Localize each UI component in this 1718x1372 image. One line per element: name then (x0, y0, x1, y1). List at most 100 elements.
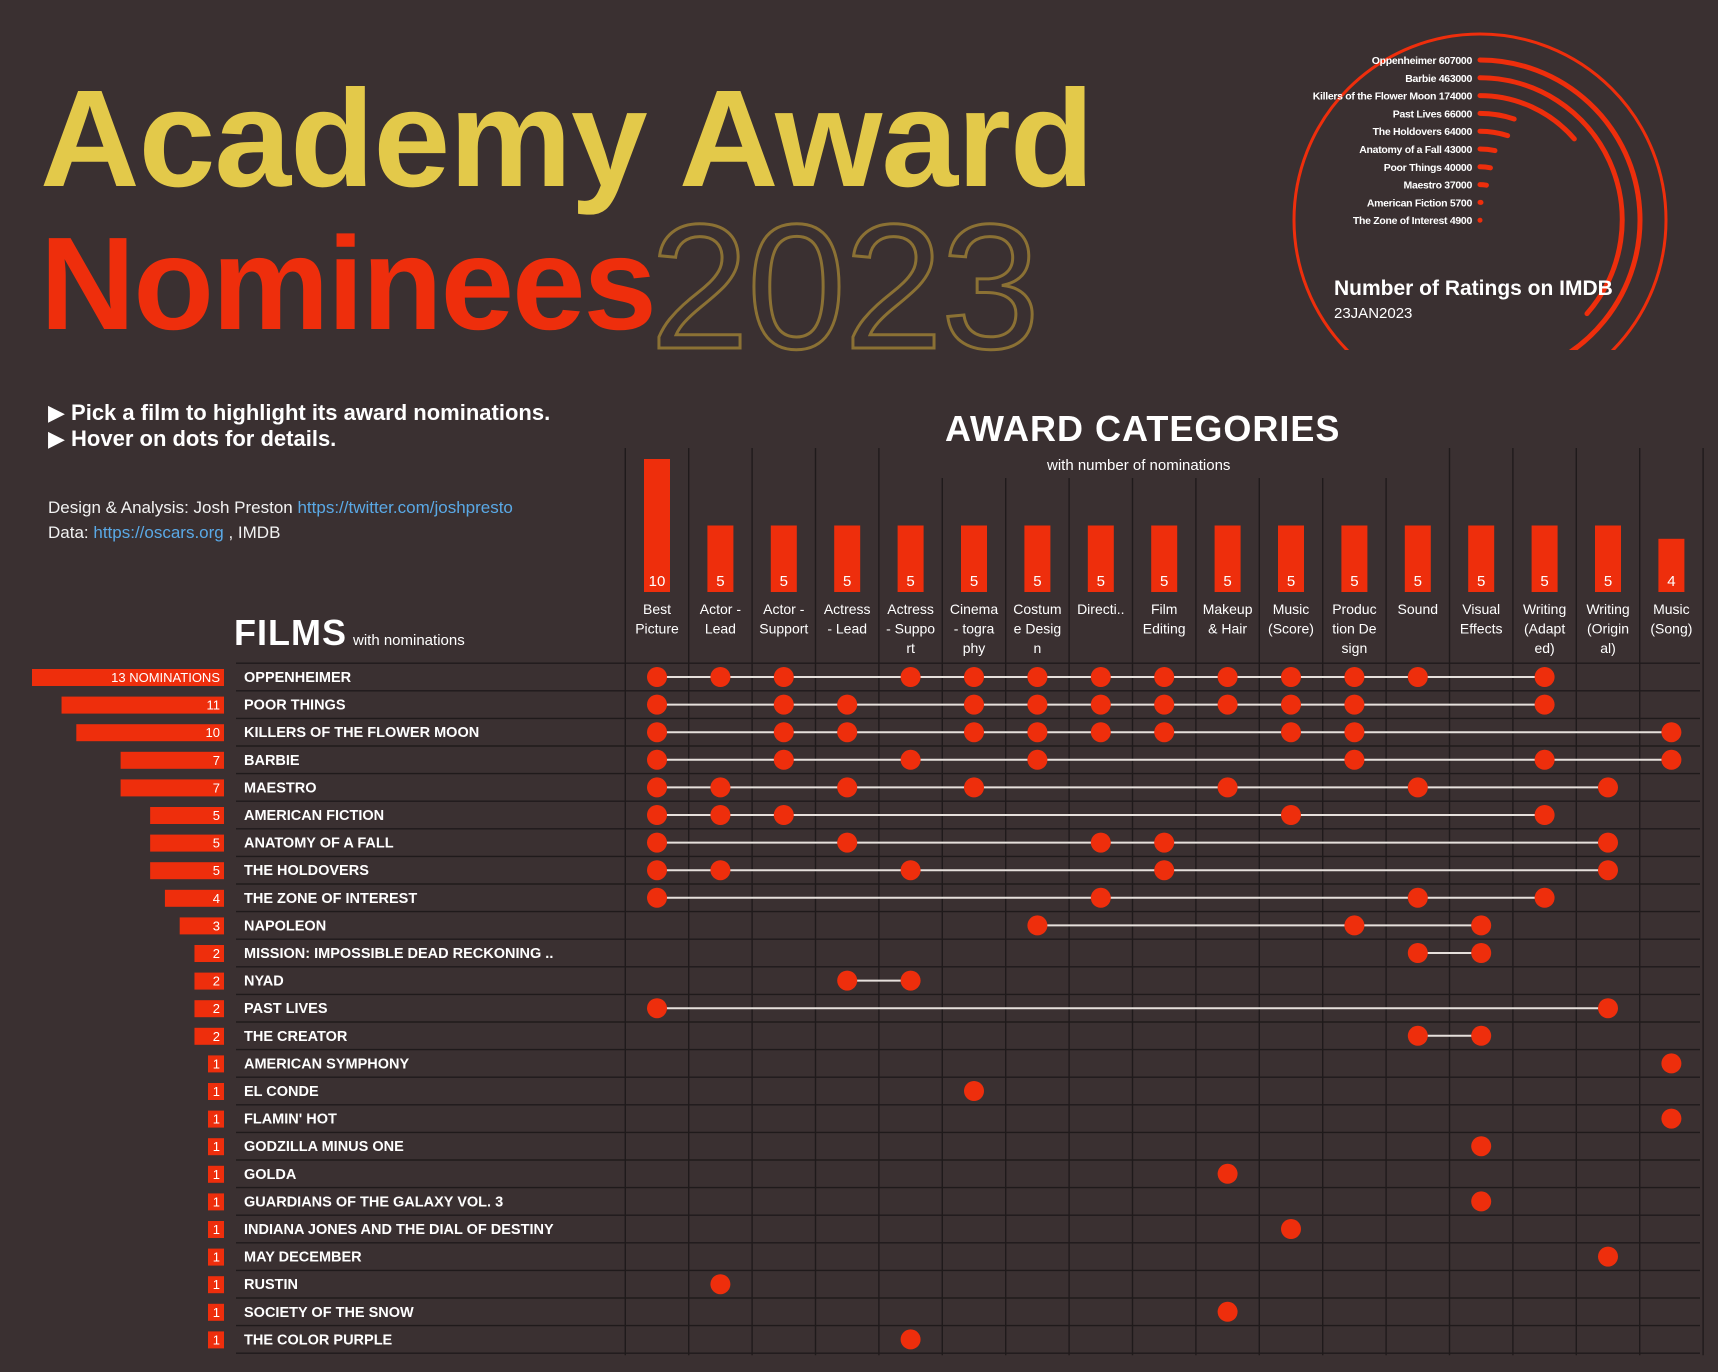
category-bar[interactable] (1405, 526, 1431, 593)
nomination-dot[interactable] (1408, 1026, 1428, 1046)
film-count-bar[interactable] (208, 1221, 224, 1238)
nomination-dot[interactable] (710, 1274, 730, 1294)
film-count-bar[interactable] (208, 1276, 224, 1293)
nomination-dot[interactable] (1471, 1136, 1491, 1156)
nomination-dot[interactable] (774, 667, 794, 687)
nomination-dot[interactable] (964, 777, 984, 797)
film-name[interactable]: NYAD (244, 974, 284, 990)
film-count-bar[interactable] (32, 669, 224, 686)
nomination-dot[interactable] (647, 722, 667, 742)
nomination-dot[interactable] (1661, 750, 1681, 770)
nomination-dot[interactable] (710, 860, 730, 880)
nomination-dot[interactable] (1598, 1247, 1618, 1267)
film-count-bar[interactable] (208, 1166, 224, 1183)
nomination-dot[interactable] (1281, 1219, 1301, 1239)
ratings-arc[interactable] (1480, 167, 1490, 168)
film-name[interactable]: MAESTRO (244, 780, 317, 796)
nomination-dot[interactable] (901, 1329, 921, 1349)
nomination-dot[interactable] (837, 695, 857, 715)
nomination-dot[interactable] (1027, 722, 1047, 742)
film-count-bar[interactable] (194, 945, 224, 962)
film-count-bar[interactable] (150, 835, 224, 852)
nomination-dot[interactable] (1661, 1053, 1681, 1073)
film-count-bar[interactable] (121, 752, 224, 769)
film-count-bar[interactable] (208, 1083, 224, 1100)
nomination-dot[interactable] (774, 750, 794, 770)
nomination-dot[interactable] (1408, 943, 1428, 963)
nomination-dot[interactable] (1281, 722, 1301, 742)
nomination-dot[interactable] (1344, 722, 1364, 742)
film-count-bar[interactable] (208, 1111, 224, 1128)
category-bar[interactable] (707, 526, 733, 593)
nomination-dot[interactable] (1471, 1191, 1491, 1211)
category-bar[interactable] (1215, 526, 1241, 593)
film-count-bar[interactable] (62, 697, 224, 714)
film-name[interactable]: THE HOLDOVERS (244, 863, 369, 879)
nomination-dot[interactable] (647, 695, 667, 715)
film-count-bar[interactable] (208, 1304, 224, 1321)
film-count-bar[interactable] (165, 890, 224, 907)
nomination-dot[interactable] (1154, 833, 1174, 853)
ratings-arc[interactable] (1480, 131, 1508, 135)
nomination-dot[interactable] (1408, 667, 1428, 687)
film-count-bar[interactable] (208, 1249, 224, 1266)
nomination-dot[interactable] (1091, 695, 1111, 715)
ratings-arc[interactable] (1480, 149, 1495, 151)
film-count-bar[interactable] (180, 917, 224, 934)
film-count-bar[interactable] (208, 1055, 224, 1072)
nomination-dot[interactable] (1027, 695, 1047, 715)
nomination-dot[interactable] (774, 805, 794, 825)
film-name[interactable]: POOR THINGS (244, 698, 346, 714)
nomination-dot[interactable] (1154, 695, 1174, 715)
nomination-dot[interactable] (837, 722, 857, 742)
film-count-bar[interactable] (150, 807, 224, 824)
ratings-arc[interactable] (1480, 185, 1486, 186)
film-name[interactable]: EL CONDE (244, 1084, 319, 1100)
nomination-dot[interactable] (901, 667, 921, 687)
nomination-dot[interactable] (837, 833, 857, 853)
nomination-dot[interactable] (1598, 860, 1618, 880)
film-count-bar[interactable] (208, 1331, 224, 1348)
nomination-dot[interactable] (1091, 888, 1111, 908)
film-count-bar[interactable] (150, 862, 224, 879)
nomination-dot[interactable] (647, 888, 667, 908)
nomination-dot[interactable] (901, 860, 921, 880)
category-bar[interactable] (1532, 526, 1558, 593)
film-name[interactable]: GODZILLA MINUS ONE (244, 1139, 404, 1155)
nomination-dot[interactable] (647, 805, 667, 825)
nomination-dot[interactable] (1218, 777, 1238, 797)
category-bar[interactable] (1658, 539, 1684, 592)
nomination-dot[interactable] (647, 860, 667, 880)
nomination-dot[interactable] (1027, 667, 1047, 687)
nomination-dot[interactable] (1661, 1109, 1681, 1129)
nomination-dot[interactable] (710, 777, 730, 797)
nomination-dot[interactable] (1535, 667, 1555, 687)
category-bar[interactable] (961, 526, 987, 593)
nomination-dot[interactable] (1281, 667, 1301, 687)
film-name[interactable]: GOLDA (244, 1167, 297, 1183)
nomination-dot[interactable] (710, 667, 730, 687)
film-name[interactable]: SOCIETY OF THE SNOW (244, 1305, 414, 1321)
nomination-dot[interactable] (1218, 1302, 1238, 1322)
nomination-dot[interactable] (1344, 695, 1364, 715)
nomination-dot[interactable] (964, 695, 984, 715)
nomination-dot[interactable] (964, 1081, 984, 1101)
nomination-dot[interactable] (837, 971, 857, 991)
film-name[interactable]: MAY DECEMBER (244, 1250, 362, 1266)
nomination-dot[interactable] (1091, 667, 1111, 687)
nomination-dot[interactable] (1598, 998, 1618, 1018)
nomination-dot[interactable] (774, 695, 794, 715)
film-name[interactable]: BARBIE (244, 753, 300, 769)
nomination-dot[interactable] (1535, 695, 1555, 715)
category-bar[interactable] (1024, 526, 1050, 593)
nomination-dot[interactable] (1535, 888, 1555, 908)
nomination-dot[interactable] (647, 750, 667, 770)
film-name[interactable]: KILLERS OF THE FLOWER MOON (244, 725, 479, 741)
film-name[interactable]: THE ZONE OF INTEREST (244, 891, 417, 907)
nomination-dot[interactable] (647, 667, 667, 687)
nomination-dot[interactable] (1344, 667, 1364, 687)
film-name[interactable]: THE COLOR PURPLE (244, 1332, 393, 1348)
nomination-dot[interactable] (647, 777, 667, 797)
nomination-dot[interactable] (710, 805, 730, 825)
nomination-dot[interactable] (1154, 722, 1174, 742)
